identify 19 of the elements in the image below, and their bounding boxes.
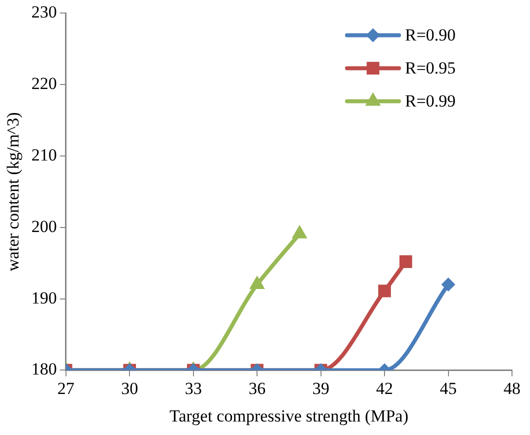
x-axis-title: Target compressive strength (MPa) xyxy=(170,406,408,426)
legend-label: R=0.90 xyxy=(405,26,456,45)
x-tick-label: 36 xyxy=(248,378,266,398)
x-tick-label: 33 xyxy=(184,378,202,398)
y-tick-label: 180 xyxy=(31,360,57,379)
y-tick-label: 230 xyxy=(31,2,57,22)
y-tick-label: 210 xyxy=(31,145,57,164)
y-tick-label: 200 xyxy=(31,216,57,236)
x-tick-label: 30 xyxy=(121,378,138,398)
x-tick-label: 45 xyxy=(440,378,457,398)
x-tick-label: 48 xyxy=(504,378,520,398)
y-tick-label: 190 xyxy=(31,288,57,308)
y-axis-title: water content (kg/m^3) xyxy=(4,112,23,272)
y-tick-label: 220 xyxy=(31,74,57,94)
x-tick-label: 42 xyxy=(376,378,394,398)
legend-label: R=0.95 xyxy=(405,58,456,78)
legend-label: R=0.99 xyxy=(405,92,456,111)
x-tick-label: 27 xyxy=(57,378,75,398)
x-tick-label: 39 xyxy=(312,378,330,398)
